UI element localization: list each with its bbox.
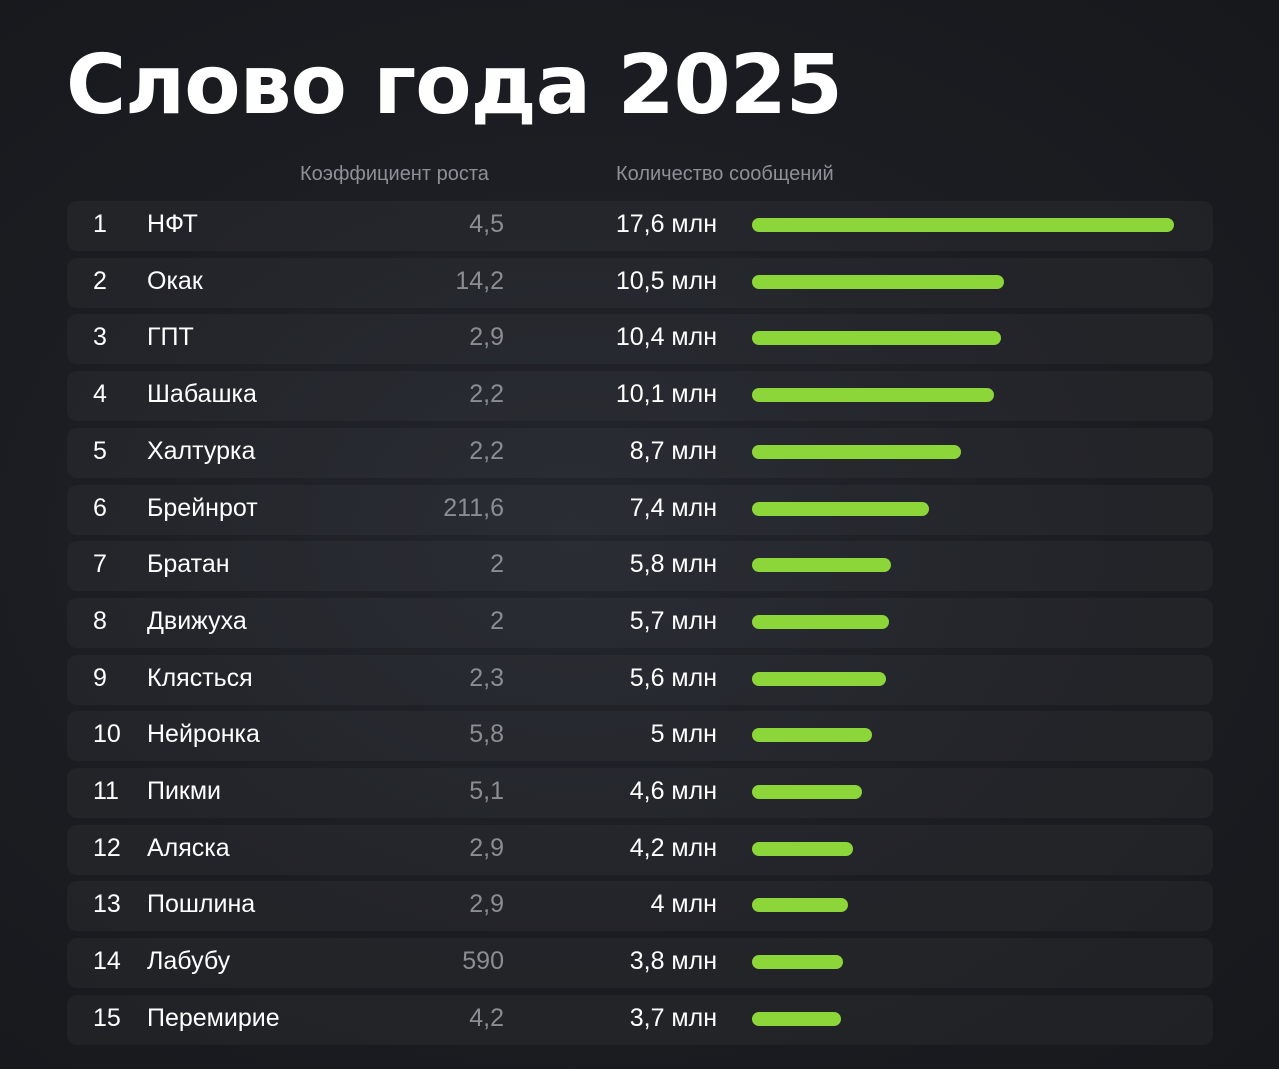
growth-value: 5,1	[469, 777, 504, 805]
count-label: 5 млн	[650, 720, 717, 749]
rank-label: 11	[93, 777, 119, 805]
table-row: 14 Лабубу 590 3,8 млн	[67, 938, 1213, 988]
count-label: 17,6 млн	[615, 210, 717, 238]
count-label: 3,8 млн	[629, 947, 717, 976]
table-row: 5 Халтурка 2,2 8,7 млн	[67, 428, 1213, 478]
rank-label: 9	[93, 663, 107, 692]
word-label: Халтурка	[147, 436, 256, 465]
count-bar	[752, 331, 1002, 346]
table-row: 10 Нейронка 5,8 5 млн	[67, 711, 1213, 761]
word-label: Пикми	[147, 777, 222, 805]
word-label: Пошлина	[147, 890, 256, 919]
count-label: 4,6 млн	[629, 777, 717, 805]
count-bar	[752, 218, 1174, 232]
table-row: 12 Аляска 2,9 4,2 млн	[67, 825, 1213, 875]
count-bar	[752, 274, 1004, 289]
count-label: 10,4 млн	[615, 323, 717, 352]
word-label: Окак	[147, 266, 203, 295]
word-label: Перемирие	[147, 1003, 280, 1032]
column-header-growth: Коэффициент роста	[300, 163, 489, 185]
table-row: 2 Окак 14,2 10,5 млн	[67, 258, 1213, 308]
word-label: Братан	[147, 550, 230, 579]
rank-label: 13	[93, 890, 121, 919]
count-bar	[752, 841, 853, 856]
page-title: Слово года 2025	[66, 38, 843, 133]
count-bar	[752, 785, 863, 799]
table-row: 6 Брейнрот 211,6 7,4 млн	[67, 485, 1213, 535]
table-row: 11 Пикми 5,1 4,6 млн	[67, 768, 1213, 818]
growth-value: 5,8	[469, 720, 504, 749]
count-label: 10,5 млн	[615, 266, 717, 295]
count-bar	[752, 955, 844, 970]
rank-label: 15	[93, 1003, 121, 1032]
rank-label: 1	[93, 210, 107, 238]
growth-value: 4,5	[469, 210, 504, 238]
rank-label: 12	[93, 833, 121, 862]
table-row: 7 Братан 2 5,8 млн	[67, 541, 1213, 591]
column-header-count: Количество сообщений	[616, 163, 834, 185]
count-bar	[752, 1011, 841, 1026]
word-label: Брейнрот	[147, 493, 258, 522]
rank-label: 14	[93, 947, 121, 976]
growth-value: 4,2	[469, 1003, 504, 1032]
count-label: 7,4 млн	[629, 493, 717, 522]
table-row: 3 ГПТ 2,9 10,4 млн	[67, 314, 1213, 364]
table-row: 1 НФТ 4,5 17,6 млн	[67, 201, 1213, 251]
count-label: 4 млн	[650, 890, 717, 919]
count-label: 3,7 млн	[629, 1003, 717, 1032]
word-label: Клясться	[147, 663, 253, 692]
growth-value: 2,2	[469, 436, 504, 465]
count-label: 4,2 млн	[629, 833, 717, 862]
rank-label: 7	[93, 550, 107, 579]
table-row: 8 Движуха 2 5,7 млн	[67, 598, 1213, 648]
table-row: 13 Пошлина 2,9 4 млн	[67, 881, 1213, 931]
growth-value: 590	[462, 947, 504, 976]
word-label: Лабубу	[147, 947, 231, 976]
growth-value: 2,2	[469, 380, 504, 409]
count-bar	[752, 558, 892, 573]
count-bar	[752, 898, 848, 913]
rank-label: 8	[93, 606, 107, 635]
growth-value: 2,3	[469, 663, 504, 692]
count-label: 5,6 млн	[629, 663, 717, 692]
word-label: Движуха	[147, 606, 247, 635]
word-label: НФТ	[147, 210, 198, 238]
rank-label: 6	[93, 493, 107, 522]
rank-label: 5	[93, 436, 107, 465]
rank-label: 4	[93, 380, 107, 409]
count-label: 10,1 млн	[615, 380, 717, 409]
count-bar	[752, 728, 872, 743]
rank-label: 10	[93, 720, 121, 749]
growth-value: 211,6	[443, 493, 504, 522]
word-label: Нейронка	[147, 720, 260, 749]
count-bar	[752, 501, 930, 516]
count-bar	[752, 614, 889, 629]
growth-value: 2,9	[469, 833, 504, 862]
word-label: ГПТ	[147, 323, 194, 352]
count-bar	[752, 444, 961, 459]
count-bar	[752, 388, 995, 403]
table-row: 9 Клясться 2,3 5,6 млн	[67, 655, 1213, 705]
table-row: 15 Перемирие 4,2 3,7 млн	[67, 995, 1213, 1045]
growth-value: 2	[490, 550, 504, 579]
table-row: 4 Шабашка 2,2 10,1 млн	[67, 371, 1213, 421]
count-label: 8,7 млн	[629, 436, 717, 465]
growth-value: 2,9	[469, 890, 504, 919]
count-label: 5,8 млн	[629, 550, 717, 579]
rank-label: 2	[93, 266, 107, 295]
rank-label: 3	[93, 323, 107, 352]
count-bar	[752, 671, 887, 686]
word-label: Шабашка	[147, 380, 257, 409]
word-label: Аляска	[147, 833, 230, 862]
growth-value: 2	[490, 606, 504, 635]
growth-value: 2,9	[469, 323, 504, 352]
growth-value: 14,2	[455, 266, 504, 295]
count-label: 5,7 млн	[629, 606, 717, 635]
